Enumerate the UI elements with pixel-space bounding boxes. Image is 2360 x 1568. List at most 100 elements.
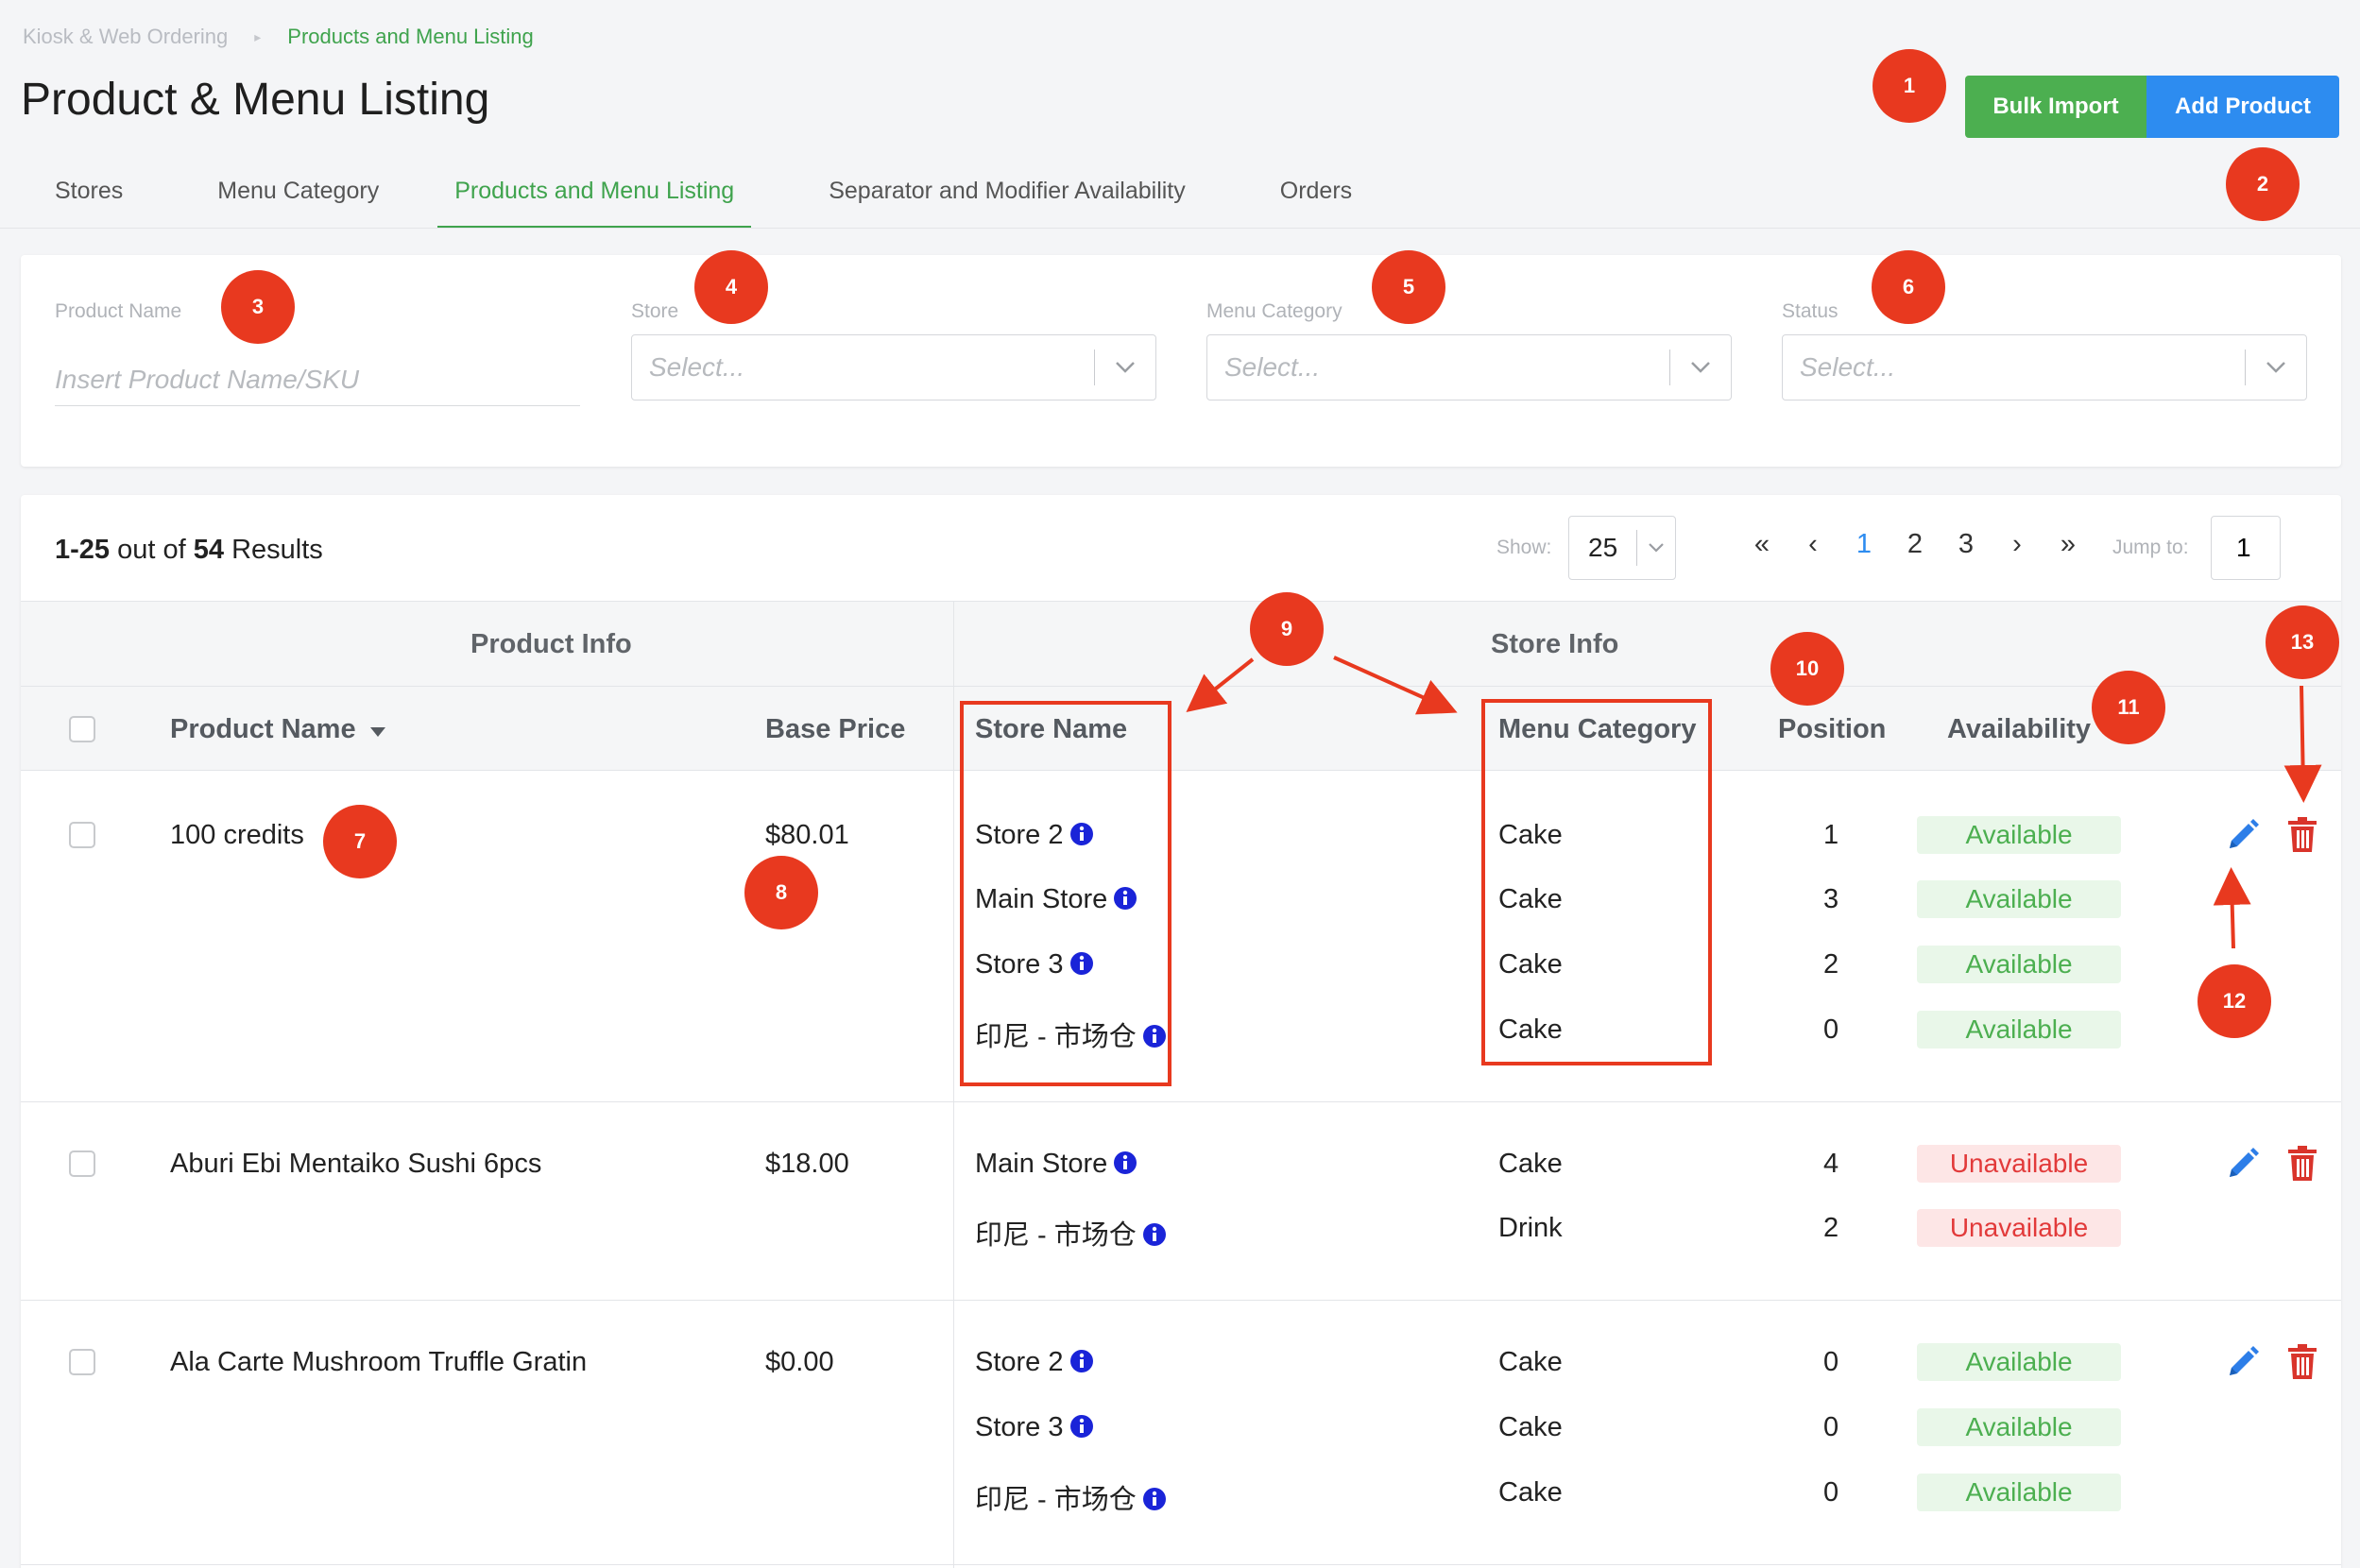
status-filter-select[interactable]: Select...: [1782, 334, 2307, 401]
bulk-import-button[interactable]: Bulk Import: [1965, 76, 2146, 138]
tabs-divider: [0, 228, 2360, 229]
menu-category-cell: Cake: [1498, 1014, 1563, 1045]
annotation-marker-6: 6: [1872, 250, 1945, 324]
availability-badge[interactable]: Available: [1917, 816, 2121, 854]
store-name-text: Store 3: [975, 1412, 1064, 1442]
product-name-column-header[interactable]: Product Name: [170, 714, 386, 745]
product-name-cell: 100 credits: [170, 820, 304, 850]
availability-badge[interactable]: Unavailable: [1917, 1145, 2121, 1183]
page-1-button[interactable]: 1: [1856, 529, 1873, 559]
header-actions: Bulk Import Add Product: [1965, 76, 2339, 138]
info-icon[interactable]: [1142, 1487, 1167, 1519]
jump-to-input[interactable]: [2211, 516, 2281, 580]
menu-category-filter-placeholder: Select...: [1224, 352, 1321, 382]
info-icon[interactable]: [1113, 1150, 1137, 1183]
status-filter-placeholder: Select...: [1800, 352, 1896, 382]
annotation-marker-13: 13: [2266, 605, 2339, 679]
first-page-button[interactable]: «: [1753, 529, 1770, 559]
info-icon[interactable]: [1113, 886, 1137, 918]
position-column-header: Position: [1778, 714, 1887, 744]
store-name-cell: Main Store: [975, 884, 1137, 918]
tab-orders[interactable]: Orders: [1279, 178, 1353, 204]
tab-separator-modifier-availability[interactable]: Separator and Modifier Availability: [829, 178, 1186, 204]
delete-trash-icon[interactable]: [2286, 1343, 2318, 1386]
breadcrumb-parent[interactable]: Kiosk & Web Ordering: [23, 25, 229, 48]
select-divider: [1094, 349, 1095, 385]
menu-category-column-header: Menu Category: [1498, 714, 1697, 744]
store-name-cell: Main Store: [975, 1149, 1137, 1183]
product-name-filter-input[interactable]: [55, 353, 580, 406]
delete-trash-icon[interactable]: [2286, 1145, 2318, 1187]
store-name-text: Store 3: [975, 949, 1064, 980]
page-size-select[interactable]: 25: [1568, 516, 1676, 580]
availability-column-header: Availability: [1947, 714, 2092, 744]
availability-badge[interactable]: Available: [1917, 880, 2121, 918]
store-name-text: Main Store: [975, 884, 1108, 914]
page-2-button[interactable]: 2: [1907, 529, 1924, 559]
chevron-down-icon: [1637, 542, 1675, 554]
info-icon[interactable]: [1142, 1222, 1167, 1254]
annotation-marker-5: 5: [1372, 250, 1445, 324]
info-icon[interactable]: [1142, 1024, 1167, 1056]
page-title: Product & Menu Listing: [21, 75, 490, 125]
store-name-text: Store 2: [975, 1347, 1064, 1377]
store-name-cell: Store 2: [975, 820, 1094, 854]
position-cell: 3: [1823, 884, 1839, 914]
info-icon[interactable]: [1069, 1414, 1094, 1446]
row-checkbox[interactable]: [69, 822, 95, 848]
results-range: 1-25: [55, 535, 111, 565]
edit-pencil-icon[interactable]: [2224, 816, 2262, 859]
product-name-filter-label: Product Name: [55, 300, 182, 322]
availability-badge[interactable]: Available: [1917, 1011, 2121, 1048]
edit-pencil-icon[interactable]: [2224, 1145, 2262, 1187]
prev-page-button[interactable]: ‹: [1808, 529, 1818, 559]
add-product-button[interactable]: Add Product: [2146, 76, 2339, 138]
availability-badge[interactable]: Available: [1917, 1343, 2121, 1381]
position-cell: 1: [1823, 820, 1839, 850]
select-divider: [1636, 530, 1637, 566]
last-page-button[interactable]: »: [2060, 529, 2077, 559]
availability-badge[interactable]: Available: [1917, 1474, 2121, 1511]
select-all-checkbox[interactable]: [69, 716, 95, 742]
store-name-text: Main Store: [975, 1149, 1108, 1179]
annotation-marker-8: 8: [744, 856, 818, 929]
row-checkbox[interactable]: [69, 1150, 95, 1177]
page-size-value: 25: [1588, 533, 1618, 562]
store-filter-label: Store: [631, 300, 679, 322]
position-cell: 0: [1823, 1477, 1839, 1508]
menu-category-filter-select[interactable]: Select...: [1206, 334, 1732, 401]
info-icon[interactable]: [1069, 822, 1094, 854]
annotation-marker-7: 7: [323, 805, 397, 878]
edit-pencil-icon[interactable]: [2224, 1343, 2262, 1386]
info-icon[interactable]: [1069, 951, 1094, 983]
product-name-cell: Ala Carte Mushroom Truffle Gratin: [170, 1347, 588, 1377]
breadcrumb: Kiosk & Web Ordering ▸ Products and Menu…: [23, 25, 534, 49]
row-checkbox[interactable]: [69, 1349, 95, 1375]
tab-products-and-menu-listing[interactable]: Products and Menu Listing: [437, 161, 752, 229]
availability-badge[interactable]: Available: [1917, 946, 2121, 983]
page-3-button[interactable]: 3: [1958, 529, 1975, 559]
tab-menu-category[interactable]: Menu Category: [217, 178, 380, 204]
availability-badge[interactable]: Unavailable: [1917, 1209, 2121, 1247]
availability-badge[interactable]: Available: [1917, 1408, 2121, 1446]
store-name-cell: Store 3: [975, 1412, 1094, 1446]
annotation-box-menu-category: [1481, 699, 1712, 1065]
position-cell: 0: [1823, 1014, 1839, 1045]
tab-stores[interactable]: Stores: [55, 178, 124, 204]
store-name-cell: Store 2: [975, 1347, 1094, 1381]
delete-trash-icon[interactable]: [2286, 816, 2318, 859]
store-name-column-header: Store Name: [975, 714, 1128, 744]
chevron-down-icon: [1095, 361, 1155, 374]
menu-category-cell: Drink: [1498, 1213, 1563, 1243]
sort-desc-icon: [369, 714, 386, 745]
store-info-group-header: Store Info: [1491, 629, 1619, 659]
results-count: 1-25 out of 54 Results: [55, 535, 323, 566]
store-name-text: Store 2: [975, 820, 1064, 850]
position-cell: 4: [1823, 1149, 1839, 1179]
info-icon[interactable]: [1069, 1349, 1094, 1381]
menu-category-cell: Cake: [1498, 1149, 1563, 1179]
product-name-column-label: Product Name: [170, 714, 356, 744]
store-filter-select[interactable]: Select...: [631, 334, 1156, 401]
base-price-column-header: Base Price: [765, 714, 906, 744]
next-page-button[interactable]: ›: [2012, 529, 2022, 559]
